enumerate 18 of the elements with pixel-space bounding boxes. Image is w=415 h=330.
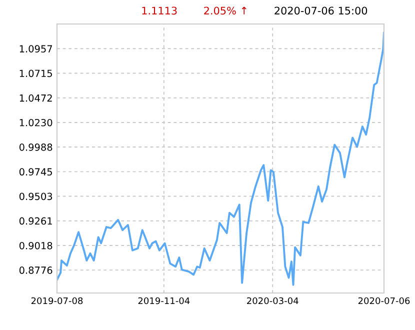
x-tick-label: 2019-11-04 <box>138 297 190 304</box>
y-tick-label: 0.9261 <box>19 217 52 225</box>
line-series <box>57 32 384 286</box>
text: 1.1113 <box>142 6 177 15</box>
y-tick-label: 0.8776 <box>19 266 52 274</box>
x-tick-label: 2020-03-04 <box>247 297 298 304</box>
y-tick-label: 1.0715 <box>20 70 52 78</box>
y-tick-label: 1.0472 <box>20 94 52 102</box>
y-tick-label: 1.0957 <box>20 45 52 52</box>
x-tick-label: 2020-07-06 <box>358 297 410 304</box>
y-tick-label: 0.9745 <box>19 168 52 176</box>
text: 2020-07-06 15:00 <box>274 6 368 15</box>
text: 2.05% ↑ <box>204 6 246 15</box>
y-tick-label: 0.9503 <box>19 192 52 200</box>
y-tick-label: 0.9988 <box>19 144 52 151</box>
y-tick-label: 0.9018 <box>19 242 52 250</box>
y-tick-label: 1.0230 <box>20 118 52 126</box>
x-tick-label: 2019-07-08 <box>31 297 83 304</box>
